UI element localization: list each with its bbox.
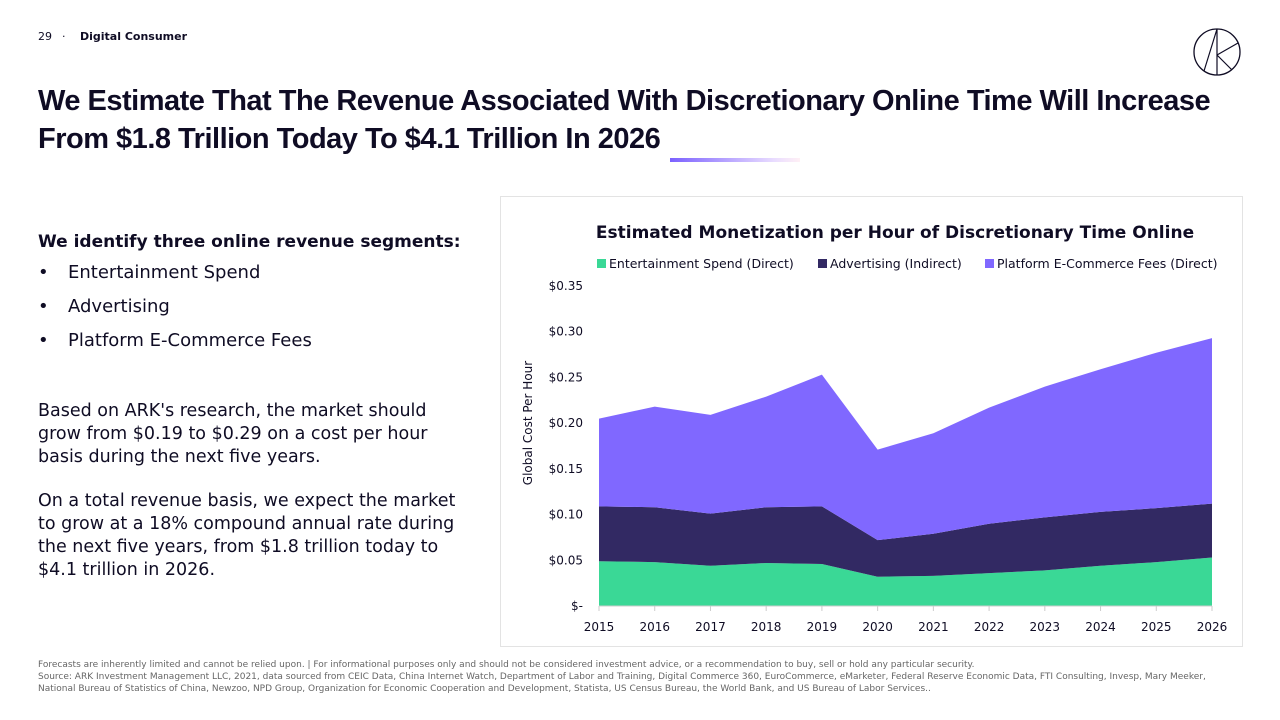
y-axis-label: Global Cost Per Hour <box>521 361 535 485</box>
paragraph-cost-per-hour: Based on ARK's research, the market shou… <box>38 401 428 467</box>
bullet: • <box>38 262 49 283</box>
y-tick-label: $- <box>571 599 583 613</box>
segments-heading: We identify three online revenue segment… <box>38 232 461 252</box>
x-tick-label: 2018 <box>751 620 782 634</box>
bullet: • <box>38 296 49 317</box>
y-tick-label: $0.15 <box>549 462 583 476</box>
bullet: • <box>38 330 49 351</box>
source-note: Source: ARK Investment Management LLC, 2… <box>38 672 1206 694</box>
paragraph-total-revenue: On a total revenue basis, we expect the … <box>38 491 456 580</box>
y-tick-label: $0.20 <box>549 416 583 430</box>
y-tick-label: $0.25 <box>549 370 583 384</box>
list-item: • Advertising <box>38 296 312 330</box>
x-tick-label: 2025 <box>1141 620 1172 634</box>
x-tick-label: 2020 <box>862 620 893 634</box>
x-tick-label: 2017 <box>695 620 726 634</box>
segment-label: Entertainment Spend <box>68 262 261 283</box>
x-tick-label: 2026 <box>1197 620 1228 634</box>
legend-swatch <box>597 259 606 268</box>
area-series-2 <box>599 503 1212 577</box>
segment-label: Platform E-Commerce Fees <box>68 330 312 351</box>
x-tick-label: 2021 <box>918 620 949 634</box>
ark-logo-icon <box>1193 28 1241 76</box>
x-tick-label: 2015 <box>584 620 615 634</box>
x-tick-label: 2016 <box>639 620 670 634</box>
legend-label: Advertising (Indirect) <box>830 256 962 271</box>
y-tick-label: $0.35 <box>549 279 583 293</box>
area-series-1 <box>599 557 1212 606</box>
separator: · <box>62 30 66 43</box>
section-label: Digital Consumer <box>80 30 188 43</box>
x-tick-label: 2019 <box>807 620 838 634</box>
y-tick-label: $0.30 <box>549 325 583 339</box>
title-accent-bar <box>670 158 800 162</box>
footer: Forecasts are inherently limited and can… <box>38 659 1238 695</box>
segments-list: • Entertainment Spend • Advertising • Platf… <box>38 262 312 364</box>
area-series-3 <box>599 338 1212 541</box>
legend-swatch <box>985 259 994 268</box>
chart-title: Estimated Monetization per Hour of Discr… <box>596 223 1194 243</box>
list-item: • Platform E-Commerce Fees <box>38 330 312 364</box>
disclaimer: Forecasts are inherently limited and can… <box>38 660 975 670</box>
y-tick-label: $0.10 <box>549 508 583 522</box>
x-tick-label: 2024 <box>1085 620 1116 634</box>
list-item: • Entertainment Spend <box>38 262 312 296</box>
x-tick-label: 2023 <box>1030 620 1061 634</box>
legend-label: Platform E-Commerce Fees (Direct) <box>997 256 1217 271</box>
page-title: We Estimate That The Revenue Associated … <box>38 85 1211 155</box>
chart-container <box>500 196 1243 647</box>
y-tick-label: $0.05 <box>549 553 583 567</box>
x-tick-label: 2022 <box>974 620 1005 634</box>
legend-label: Entertainment Spend (Direct) <box>609 256 794 271</box>
segment-label: Advertising <box>68 296 170 317</box>
page-number: 29 <box>38 30 52 43</box>
legend-swatch <box>818 259 827 268</box>
